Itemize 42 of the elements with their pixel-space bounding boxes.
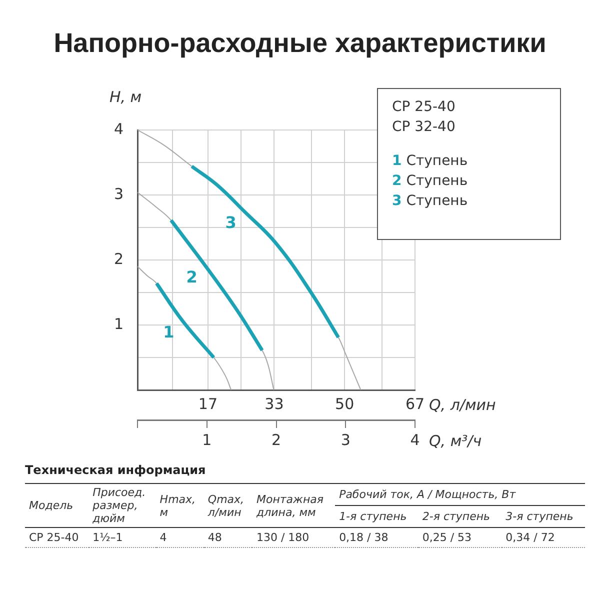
x-tick-label: 17 [198, 394, 218, 413]
text: 2-я ступень [421, 509, 492, 525]
text: 0,34 / 72 [504, 530, 556, 546]
x2-axis-title: Q, м³/ч [429, 432, 482, 450]
x-tick-label: 50 [335, 394, 354, 413]
x-tick-label: 67 [405, 394, 425, 413]
annotation: CP 32-40 [392, 118, 456, 137]
text: Техническая информация [25, 463, 207, 477]
text: 130 / 180 [255, 530, 310, 546]
y-axis-title: H, м [109, 88, 142, 106]
annotation: 1 Ступень [392, 152, 469, 171]
text: 0,18 / 38 [338, 530, 390, 546]
annotation: 2 Ступень [392, 172, 469, 191]
annotation: 3 Ступень [392, 192, 469, 211]
text: Qmax, л/мин [206, 492, 246, 520]
text: Монтажная длина, мм [255, 492, 325, 520]
x-axis-title: Q, л/мин [429, 396, 496, 414]
y-tick-label: 1 [114, 314, 124, 333]
text: CP 25-40 [28, 530, 80, 546]
chart-title: Напорно-расходные характеристики [52, 28, 548, 59]
text: 3-я ступень [504, 509, 574, 525]
x-tick-label: 33 [264, 394, 284, 413]
text: 1-я ступень [338, 509, 408, 525]
text: Присоед. размер, дюйм [92, 485, 147, 527]
text: 4 [158, 530, 168, 546]
text: Рабочий ток, А / Мощность, Вт [335, 484, 585, 506]
text: Hmax, м [158, 492, 197, 520]
series-label: 3 [225, 213, 236, 232]
y-tick-label: 3 [114, 184, 124, 203]
series-label: 2 [186, 268, 198, 287]
text: 0,25 / 53 [421, 530, 473, 546]
text: 1½–1 [92, 530, 124, 546]
x2-tick-label: 1 [202, 430, 212, 449]
text: CP 25-40 [392, 99, 456, 115]
series-label: 1 [163, 322, 174, 342]
y-tick-label: 4 [114, 120, 124, 138]
x2-tick-label: 4 [410, 430, 420, 449]
text: Модель [28, 498, 74, 514]
x2-tick-label: 3 [340, 430, 350, 449]
x2-tick-label: 2 [272, 430, 282, 449]
text: 48 [206, 530, 223, 546]
y-tick-label: 2 [114, 250, 124, 268]
